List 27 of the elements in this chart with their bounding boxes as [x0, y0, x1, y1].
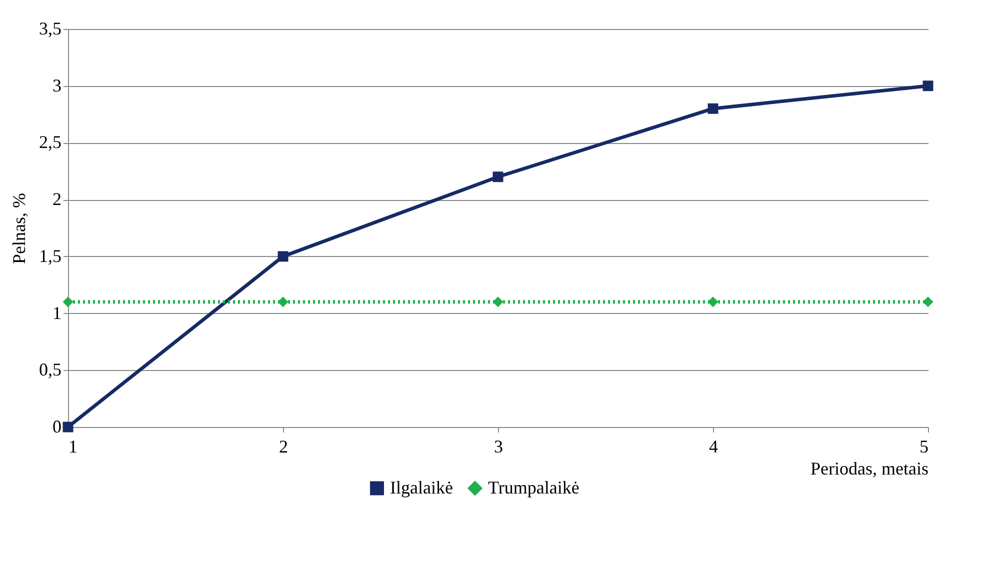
y-tick-label: 0,5: [39, 360, 62, 380]
point: [278, 251, 288, 262]
x-tick-label: 4: [709, 436, 718, 456]
point: [62, 296, 74, 308]
y-tick-label: 2,5: [39, 132, 62, 152]
x-tick-label: 2: [279, 436, 288, 456]
y-tick-label: 3: [52, 75, 62, 96]
point: [708, 103, 718, 114]
point: [278, 296, 288, 308]
point: [62, 422, 74, 432]
x-axis-title: Periodas, metais: [810, 458, 928, 478]
point: [922, 80, 934, 92]
x-tick-label: 5: [920, 436, 928, 456]
y-tick-label: 1,5: [39, 246, 62, 266]
point: [492, 296, 504, 308]
x-tick-label: 3: [494, 436, 503, 456]
x-tick-label: 1: [68, 436, 78, 456]
y-tick-label: 0: [52, 416, 62, 436]
point: [922, 296, 934, 308]
point: [708, 296, 718, 308]
point: [492, 172, 504, 182]
y-tick-label: 3,5: [39, 18, 62, 38]
y-tick-label: 1: [52, 302, 62, 323]
legend-label: Trumpalaikė: [488, 477, 580, 498]
y-tick-label: 2: [52, 189, 62, 210]
y-axis-title: Pelnas, %: [9, 193, 29, 264]
legend-label: Ilgalaikė: [390, 477, 453, 498]
